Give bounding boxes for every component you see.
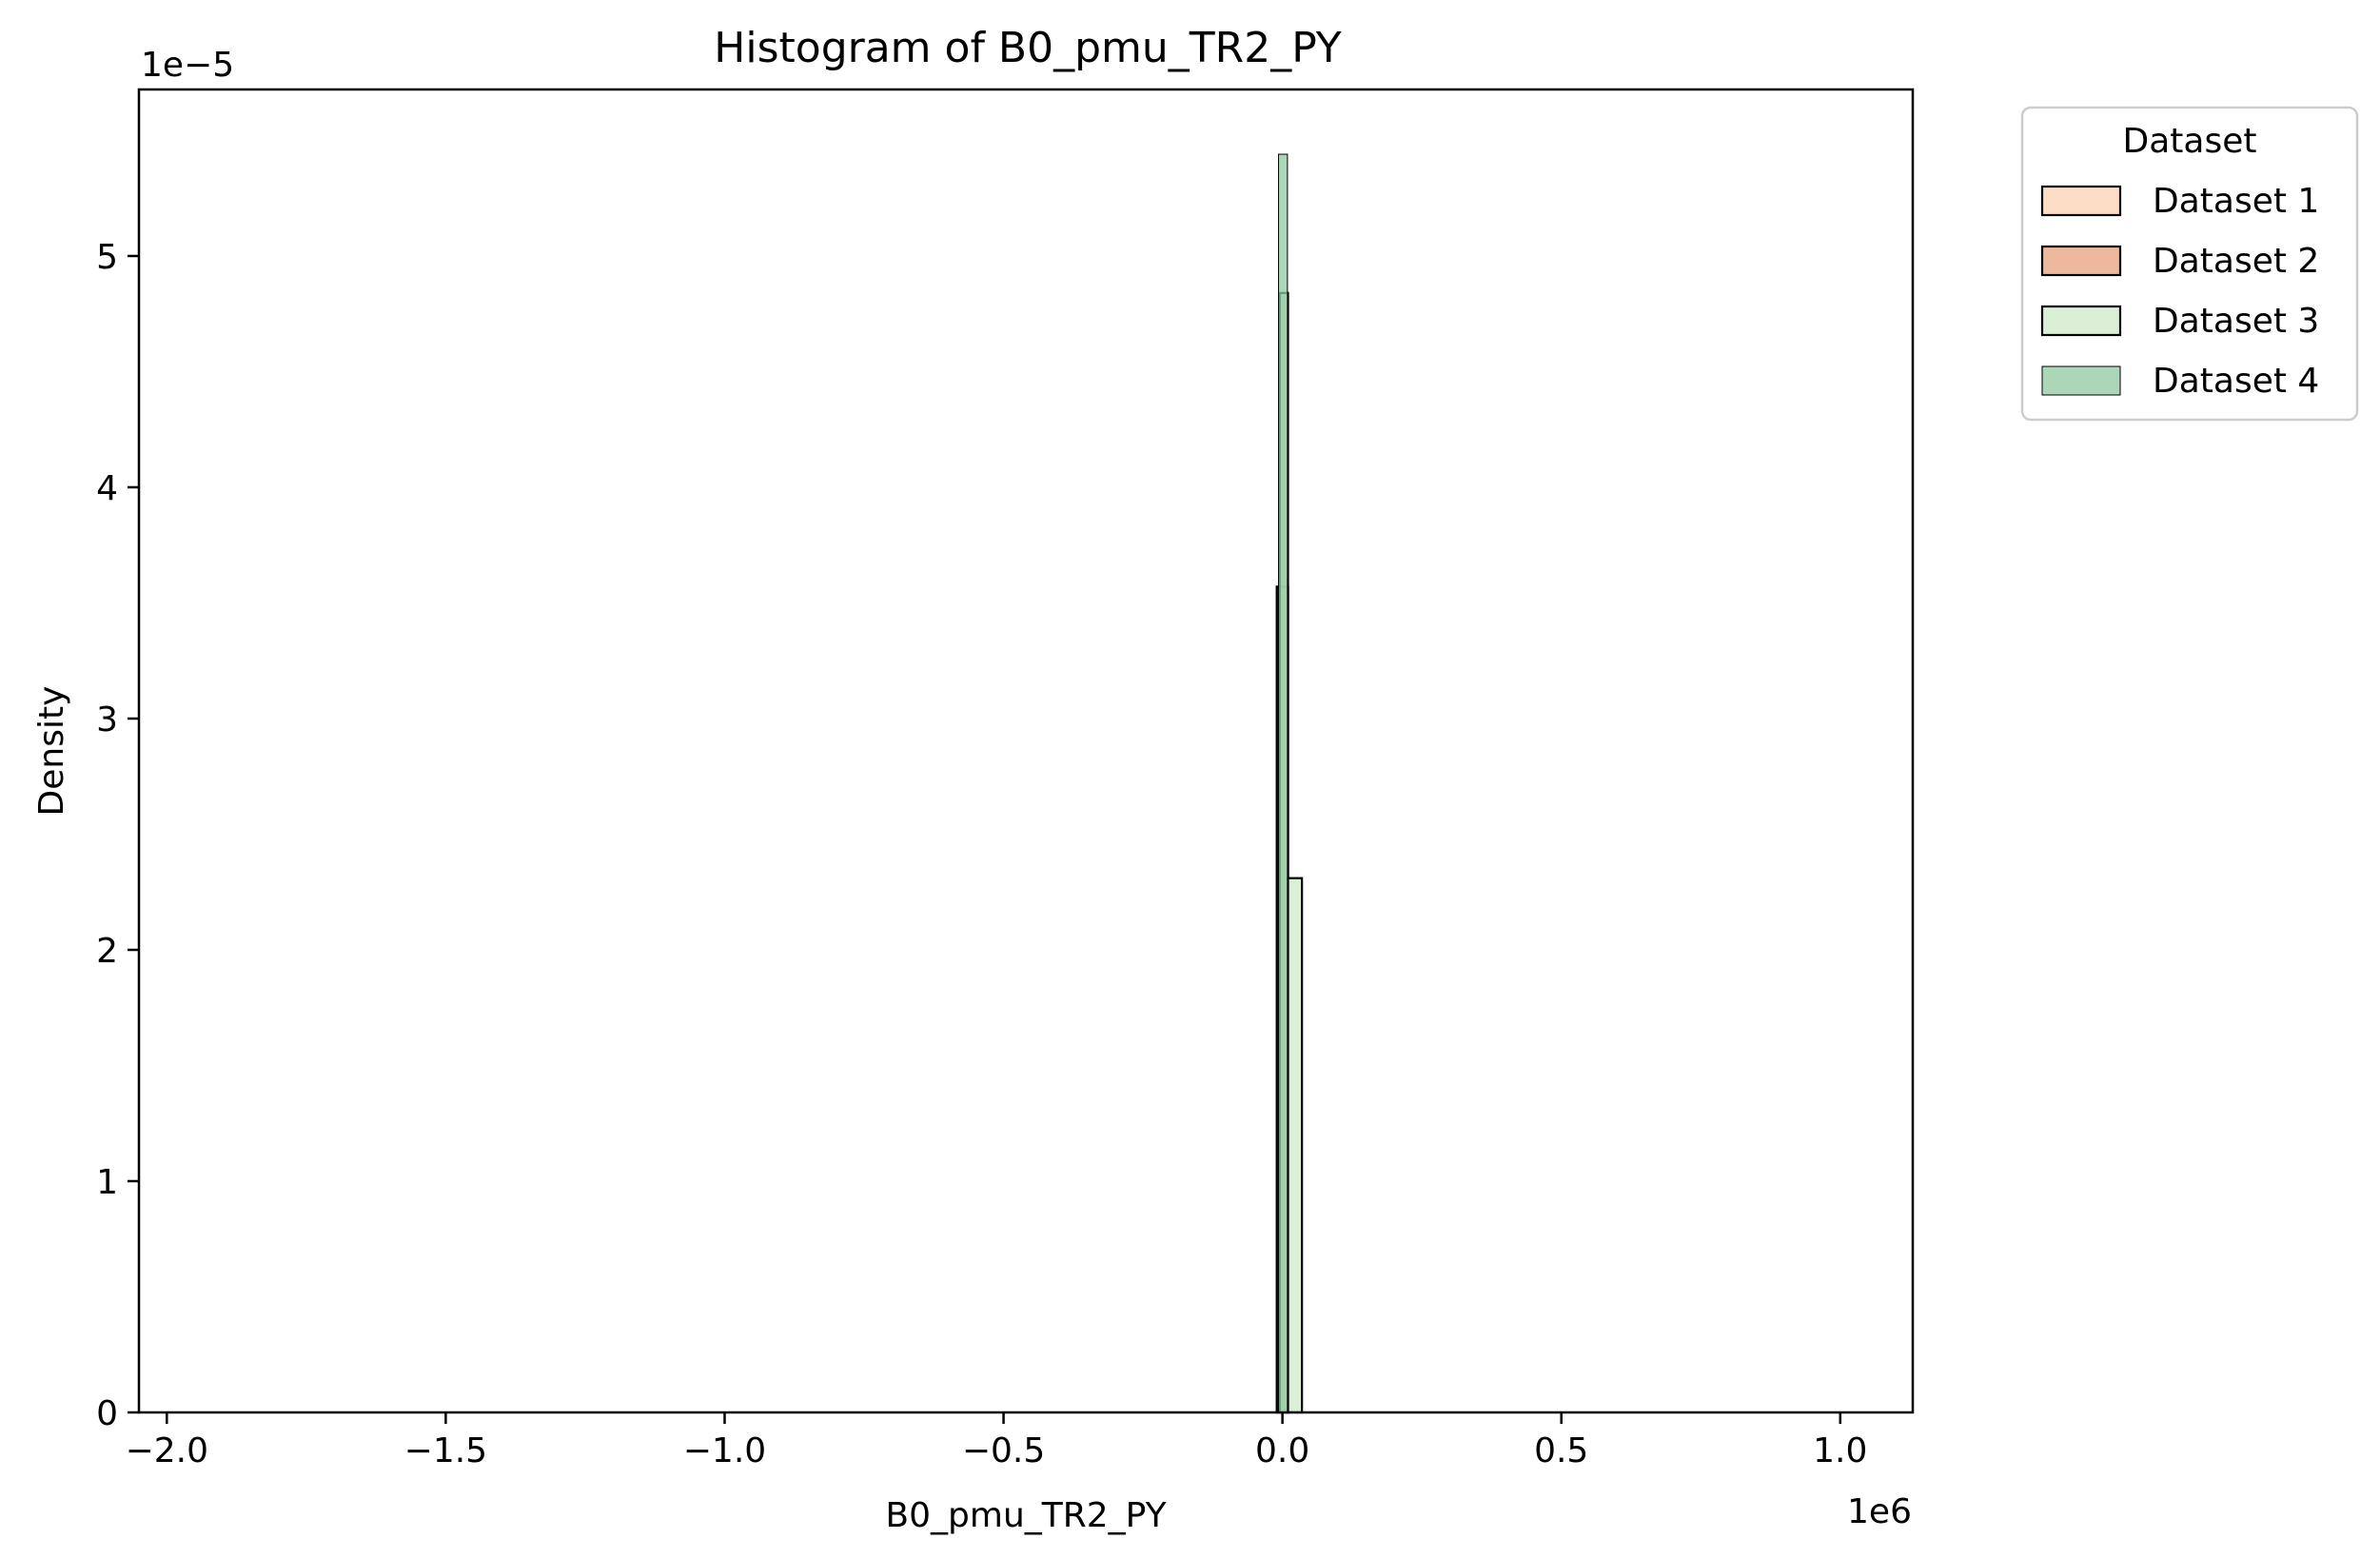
histogram-bar-series-3-bin-2 [1287,877,1304,1414]
legend-label-4: Dataset 4 [2153,362,2319,401]
x-tick-label: −1.5 [404,1431,487,1470]
chart-title: Histogram of B0_pmu_TR2_PY [714,24,1342,72]
legend-swatch-1 [2040,185,2122,217]
x-tick-label: −0.5 [962,1431,1045,1470]
x-tick-label: 1.0 [1813,1431,1867,1470]
legend-items: Dataset 1 Dataset 2 Dataset 3 Dataset 4 [2040,182,2319,401]
legend-swatch-2 [2040,245,2122,277]
x-tick-label: 0.0 [1255,1431,1309,1470]
legend-swatch-3 [2040,305,2122,337]
histogram-bar-series-4-bin-1 [1278,153,1288,1413]
y-tick-label: 0 [96,1394,118,1433]
x-offset-label: 1e6 [1847,1492,1912,1531]
x-axis-label: B0_pmu_TR2_PY [885,1496,1167,1535]
legend-label-1: Dataset 1 [2153,182,2319,221]
legend-label-2: Dataset 2 [2153,242,2319,281]
y-axis-ticks: 0 1 2 3 4 5 [96,238,139,1433]
y-tick-label: 3 [96,701,118,740]
y-tick-label: 2 [96,932,118,971]
y-axis-label: Density [32,686,71,817]
legend-swatch-4 [2041,365,2121,396]
legend-label-3: Dataset 3 [2153,302,2319,341]
x-tick-label: −1.0 [683,1431,766,1470]
y-tick-label: 5 [96,238,118,277]
legend-title: Dataset [2123,122,2257,161]
plot-frame [137,88,1915,1414]
y-offset-label: 1e−5 [141,46,234,85]
y-tick-label: 4 [96,469,118,508]
x-tick-label: 0.5 [1534,1431,1588,1470]
y-tick-label: 1 [96,1163,118,1202]
x-axis-ticks: −2.0 −1.5 −1.0 −0.5 0.0 0.5 1.0 [126,1412,1867,1470]
x-tick-label: −2.0 [126,1431,208,1470]
